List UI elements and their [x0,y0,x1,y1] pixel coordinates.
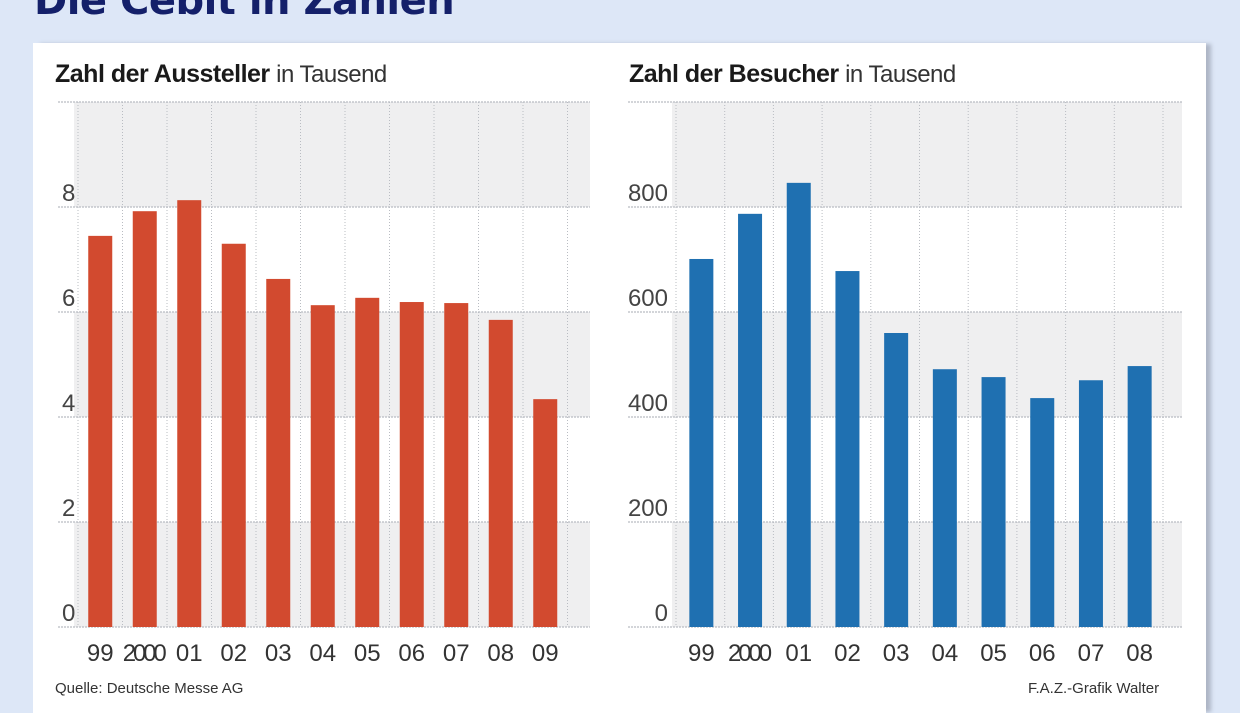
bar-03 [884,333,909,627]
bar-07 [1078,380,1103,627]
bar-01 [786,182,811,627]
bar-07 [444,303,469,627]
x-tick-label: 05 [980,640,1007,667]
bar-99 [88,235,113,627]
bar-02 [221,243,246,627]
credit-note: F.A.Z.-Grafik Walter [1028,680,1160,697]
x-tick-label: 06 [398,640,425,667]
x-tick-label: 08 [1126,640,1153,667]
y-tick-label: 4 [62,390,75,417]
y-tick-label: 0 [62,600,75,627]
x-tick-label: 99 [688,640,715,667]
bar-03 [266,278,291,627]
source-note: Quelle: Deutsche Messe AG [55,680,244,697]
x-tick-label: 07 [1078,640,1105,667]
x-tick-label: 01 [176,640,203,667]
x-tick-label: 06 [1029,640,1056,667]
exhibitors-unit: in Tausend [276,61,387,88]
x-tick-label: 03 [265,640,292,667]
x-tick-label: 03 [883,640,910,667]
exhibitors-title: Zahl der Aussteller [55,60,270,88]
x-tick-label: 05 [354,640,381,667]
y-tick-label: 6 [62,285,75,312]
bar-05 [355,297,380,627]
x-tick-label: 2000 [123,640,167,667]
bar-06 [1030,398,1055,627]
grid-band [672,102,1182,207]
x-tick-label: 07 [443,640,470,667]
x-tick-label: 08 [487,640,514,667]
visitors-unit: in Tausend [845,61,956,88]
visitors-chart: 0 200 400 600 800 99 2000 01 02 03 04 05 06 07 08 [628,101,1182,667]
visitors-title: Zahl der Besucher [629,60,839,88]
y-tick-label: 600 [628,285,668,312]
bar-04 [932,369,957,627]
x-tick-label: 04 [931,640,958,667]
bar-99 [689,258,714,627]
bar-05 [981,377,1006,627]
bar-01 [177,200,202,628]
y-tick-label: 8 [62,180,75,207]
bar-08 [488,319,513,627]
x-tick-label: 02 [220,640,247,667]
y-tick-label: 800 [628,180,668,207]
y-tick-label: 0 [655,600,668,627]
x-tick-label: 09 [532,640,559,667]
y-tick-label: 200 [628,495,668,522]
headline: Die Cebit in Zahlen [34,0,455,24]
x-tick-label: 99 [87,640,114,667]
y-tick-label: 2 [62,495,75,522]
bar-02 [835,271,860,627]
visitors-chart-title: Zahl der Besucher in Tausend [629,60,956,89]
bar-09 [533,399,558,627]
x-tick-label: 02 [834,640,861,667]
y-tick-label: 400 [628,390,668,417]
exhibitors-chart-title: Zahl der Aussteller in Tausend [55,60,387,89]
x-tick-label: 2000 [728,640,772,667]
bar-04 [310,305,335,627]
bar-2000 [132,211,157,627]
bar-06 [399,302,424,627]
bar-08 [1127,366,1152,627]
x-tick-label: 04 [309,640,336,667]
bar-2000 [738,213,763,627]
x-tick-label: 01 [785,640,812,667]
grid-band [74,102,590,207]
